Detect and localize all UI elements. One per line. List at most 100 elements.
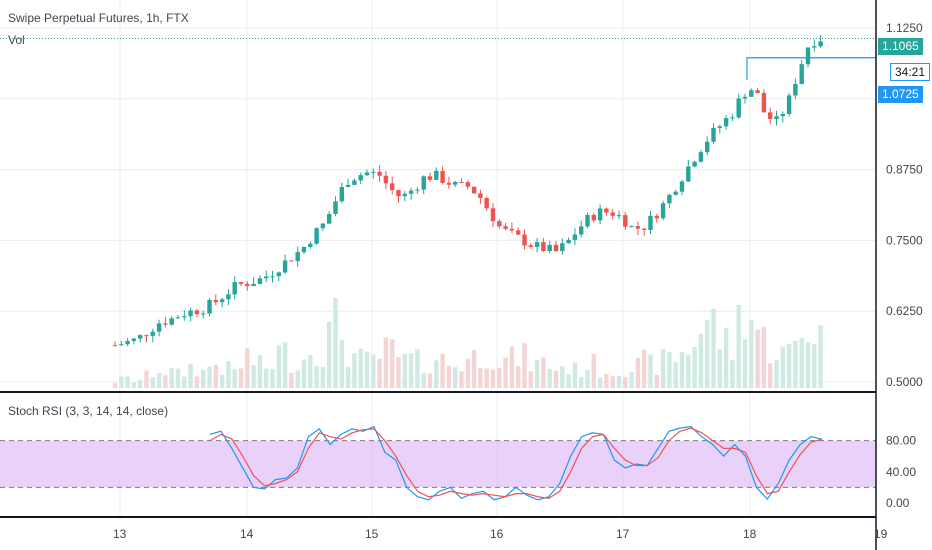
candle-body xyxy=(534,242,540,247)
candle-body xyxy=(585,214,590,227)
candle-body xyxy=(295,252,300,262)
candle-body xyxy=(402,193,407,197)
time-tick-label: 16 xyxy=(490,527,504,541)
volume-bar xyxy=(144,370,149,388)
volume-bar xyxy=(597,377,603,388)
candle-body xyxy=(440,170,445,183)
candle-body xyxy=(818,41,823,47)
volume-bar xyxy=(320,367,326,388)
volume-bar xyxy=(711,308,716,388)
candle-body xyxy=(314,228,319,244)
candle-body xyxy=(264,276,269,279)
volume-bar xyxy=(201,369,206,388)
candle-body xyxy=(660,203,666,219)
candles xyxy=(112,34,823,347)
candle-body xyxy=(761,93,767,113)
countdown-tag: 34:21 xyxy=(890,63,931,81)
time-tick-label: 18 xyxy=(743,527,757,541)
volume-bar xyxy=(251,365,256,388)
stoch-line-d xyxy=(209,427,823,499)
volume-bar xyxy=(610,375,615,388)
candle-body xyxy=(226,294,231,300)
candle-body xyxy=(308,243,313,247)
volume-bar xyxy=(175,368,181,388)
horizontal-line-drawing[interactable] xyxy=(746,57,876,80)
volume-bar xyxy=(213,364,218,388)
candle-body xyxy=(597,208,603,221)
candle-body xyxy=(579,226,584,235)
candle-body xyxy=(138,335,143,339)
candle-body xyxy=(705,141,710,153)
volume-bar xyxy=(566,374,571,388)
stoch-rsi-legend[interactable]: Stoch RSI (3, 3, 14, 14, close) xyxy=(8,404,169,418)
grid-lines xyxy=(0,0,877,517)
candle-body xyxy=(484,198,489,209)
volume-bar xyxy=(591,354,596,388)
candle-body xyxy=(201,313,206,315)
candle-body xyxy=(415,189,420,191)
volume-bar xyxy=(364,351,370,388)
volume-bar xyxy=(471,349,477,388)
candle-body xyxy=(421,176,426,190)
candle-body xyxy=(213,299,218,303)
volume-bar xyxy=(478,368,483,388)
volume-bar xyxy=(289,372,294,388)
candle-body xyxy=(238,282,244,284)
candle-body xyxy=(755,90,760,94)
volume-bar xyxy=(390,339,395,388)
candle-body xyxy=(509,228,515,231)
volume-bar xyxy=(276,345,281,388)
volume-bar xyxy=(761,326,767,388)
candle-body xyxy=(434,170,439,180)
volume-bar xyxy=(459,371,464,388)
time-axis-ticks[interactable]: 13 14 15 16 17 18 19 xyxy=(113,527,888,541)
candle-body xyxy=(282,260,288,273)
volume-bar xyxy=(295,370,300,388)
volume-bar xyxy=(238,368,244,388)
candle-body xyxy=(377,171,382,176)
volume-bar xyxy=(301,359,307,388)
volume-bar xyxy=(415,349,420,388)
volume-bar xyxy=(503,357,508,388)
volume-bar xyxy=(679,352,685,388)
candle-body xyxy=(408,190,414,194)
volume-bar xyxy=(327,321,332,388)
price-tick-label: 0.7500 xyxy=(886,233,923,247)
volume-bar xyxy=(440,353,445,388)
candle-body xyxy=(358,175,363,181)
candle-body xyxy=(333,201,338,214)
volume-bar xyxy=(371,354,376,388)
candle-body xyxy=(812,46,817,48)
volume-bar xyxy=(585,369,590,388)
volume-bar xyxy=(131,382,137,388)
volume-bar xyxy=(219,374,225,388)
stoch-tick-label: 40.00 xyxy=(886,465,916,479)
volume-bar xyxy=(119,376,124,388)
candle-body xyxy=(459,182,464,184)
volume-bar xyxy=(799,338,804,388)
volume-bar xyxy=(705,320,710,388)
candle-body xyxy=(390,183,395,191)
price-tick-label: 0.6250 xyxy=(886,304,923,318)
volume-bar xyxy=(226,361,231,388)
candle-body xyxy=(799,64,804,84)
volume-bar xyxy=(339,339,344,388)
last-price-tag: 1.1065 xyxy=(878,38,923,55)
volume-bar xyxy=(358,348,363,388)
stoch-axis-ticks: 80.00 40.00 0.00 xyxy=(886,434,916,510)
volume-bar xyxy=(547,368,552,388)
stoch-tick-label: 0.00 xyxy=(886,496,910,510)
candle-body xyxy=(245,283,250,287)
candle-body xyxy=(131,338,137,341)
candle-body xyxy=(446,182,452,185)
volume-legend[interactable]: Vol xyxy=(8,33,25,47)
volume-bar xyxy=(616,375,622,388)
volume-bar xyxy=(522,343,527,388)
volume-bar xyxy=(604,373,609,388)
volume-bar xyxy=(408,353,414,388)
volume-bar xyxy=(497,367,502,388)
symbol-title[interactable]: Swipe Perpetual Futures, 1h, FTX xyxy=(8,11,189,25)
candle-body xyxy=(692,161,697,167)
candle-body xyxy=(112,345,118,347)
